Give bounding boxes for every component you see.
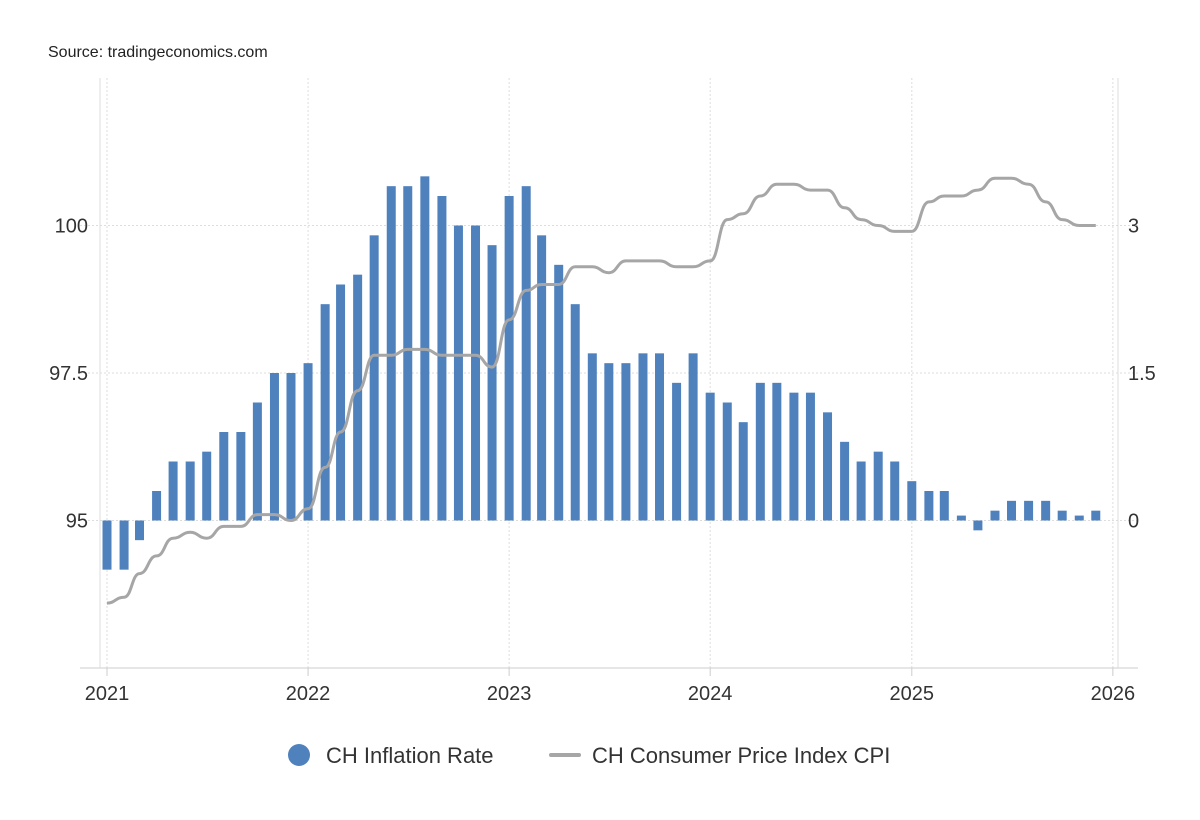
inflation-bar <box>102 520 112 570</box>
inflation-bar <box>755 382 765 521</box>
inflation-bar <box>554 264 564 521</box>
inflation-bar <box>236 432 246 521</box>
inflation-bar <box>504 196 514 521</box>
inflation-bar <box>840 441 850 521</box>
legend-layer: CH Inflation Rate CH Consumer Price Index… <box>288 743 890 768</box>
inflation-bar <box>369 235 379 521</box>
inflation-bar <box>336 284 346 521</box>
inflation-bar <box>1057 510 1067 521</box>
inflation-bar <box>168 461 178 521</box>
inflation-bar <box>823 412 833 521</box>
line-layer <box>106 176 1096 605</box>
y-right-tick-label: 3 <box>1128 216 1139 238</box>
inflation-bar <box>688 353 698 521</box>
inflation-bar <box>924 491 934 521</box>
inflation-bar <box>672 382 682 521</box>
inflation-bar <box>722 402 732 521</box>
inflation-bar <box>320 304 330 521</box>
inflation-bar <box>570 304 580 521</box>
legend-bar-swatch <box>288 744 310 766</box>
inflation-bar <box>119 520 129 570</box>
x-tick-label: 2023 <box>487 683 532 705</box>
inflation-bar <box>587 353 597 521</box>
y-right-tick-label: 0 <box>1128 511 1139 533</box>
inflation-bar <box>303 363 313 521</box>
inflation-bar <box>621 363 631 521</box>
inflation-bar <box>252 402 262 521</box>
inflation-bar <box>403 186 413 521</box>
axis-layer: 95 97.5 100 0 1.5 3 2021 2022 2023 2024 2025 2026 <box>49 78 1156 705</box>
inflation-bar <box>1024 500 1034 521</box>
inflation-bar <box>1074 515 1084 521</box>
inflation-bar <box>907 481 917 521</box>
inflation-bar <box>185 461 195 521</box>
inflation-bar <box>772 382 782 521</box>
inflation-bar <box>152 491 162 521</box>
inflation-bar <box>202 451 212 521</box>
inflation-bar <box>973 520 983 531</box>
x-tick-label: 2022 <box>286 683 331 705</box>
inflation-bar <box>890 461 900 521</box>
inflation-bar <box>353 274 363 521</box>
inflation-bar <box>873 451 883 521</box>
inflation-bar <box>956 515 966 521</box>
inflation-bar <box>219 432 229 521</box>
inflation-bar <box>705 392 715 521</box>
inflation-bar <box>789 392 799 521</box>
inflation-bar <box>286 373 296 521</box>
inflation-bar <box>1041 500 1051 521</box>
x-tick-label: 2021 <box>85 683 130 705</box>
inflation-bar <box>805 392 815 521</box>
inflation-bar <box>487 245 497 521</box>
inflation-bar <box>471 225 481 521</box>
inflation-bar <box>521 186 531 521</box>
x-tick-label: 2025 <box>890 683 935 705</box>
cpi-line <box>106 176 1096 605</box>
inflation-bar <box>939 491 949 521</box>
y-left-tick-label: 100 <box>55 216 88 238</box>
inflation-bar <box>1007 500 1017 521</box>
y-left-tick-label: 97.5 <box>49 363 88 385</box>
inflation-bar <box>269 373 279 521</box>
inflation-bar <box>738 422 748 521</box>
inflation-bar <box>453 225 463 521</box>
inflation-bar <box>386 186 396 521</box>
legend-line-label: CH Consumer Price Index CPI <box>592 743 890 768</box>
inflation-bar <box>990 510 1000 521</box>
inflation-bar <box>1091 510 1101 521</box>
y-right-tick-label: 1.5 <box>1128 363 1156 385</box>
inflation-bar <box>655 353 665 521</box>
inflation-bar <box>638 353 648 521</box>
inflation-bar <box>437 196 447 521</box>
inflation-bar <box>135 520 145 541</box>
source-label: Source: tradingeconomics.com <box>48 44 268 61</box>
y-left-tick-label: 95 <box>66 511 88 533</box>
inflation-bar <box>537 235 547 521</box>
inflation-bar <box>856 461 866 521</box>
x-tick-label: 2026 <box>1091 683 1136 705</box>
legend-bar-label: CH Inflation Rate <box>326 743 494 768</box>
x-tick-label: 2024 <box>688 683 733 705</box>
inflation-bar <box>604 363 614 521</box>
